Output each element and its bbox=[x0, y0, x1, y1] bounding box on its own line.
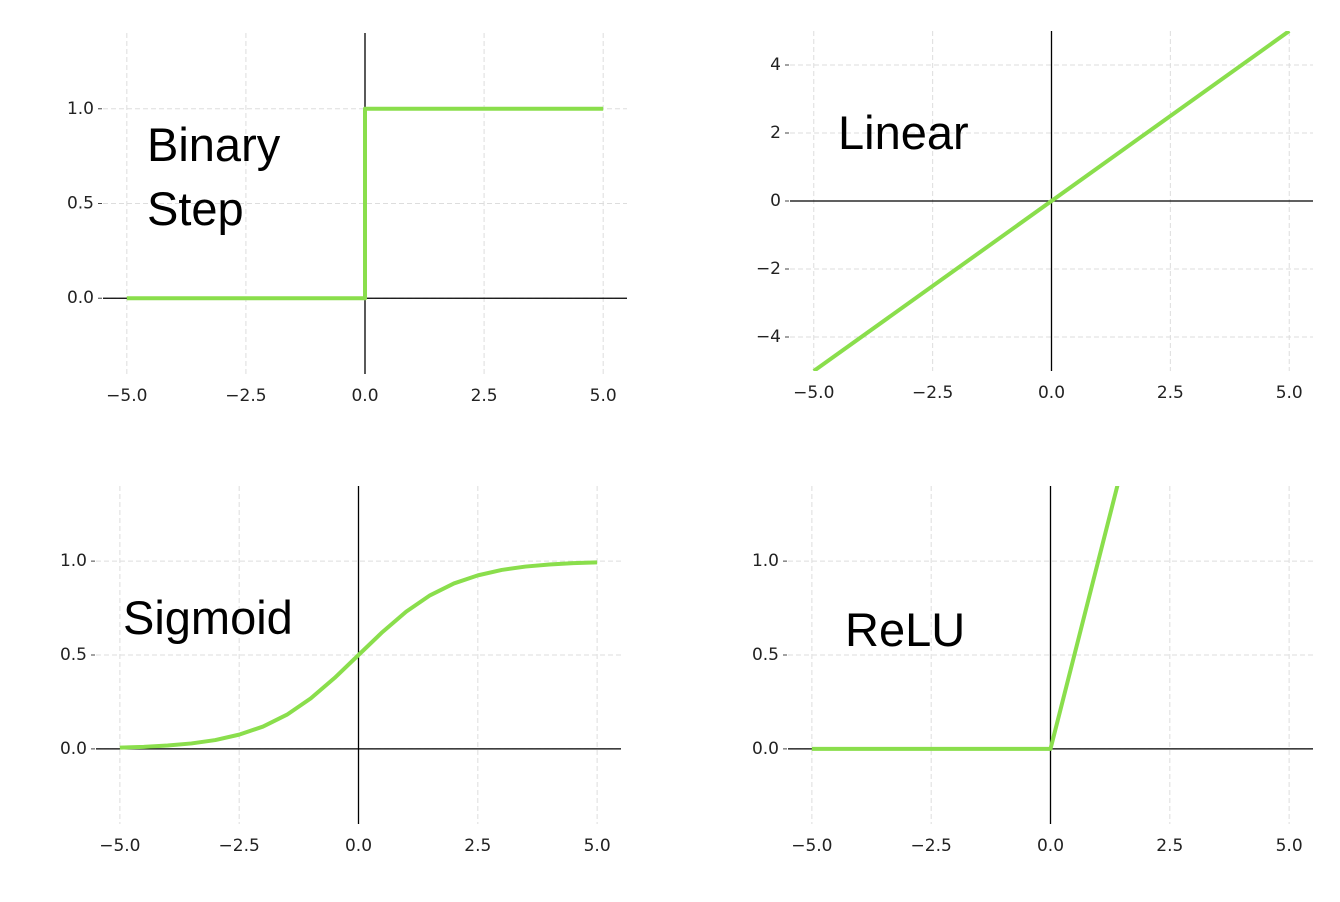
x-tick-label: −5.0 bbox=[791, 836, 832, 856]
x-tick-label: 0.0 bbox=[1038, 383, 1065, 403]
y-tick-label: 0.5 bbox=[752, 645, 779, 665]
y-tick-label: 2 bbox=[770, 123, 781, 143]
x-tick-label: 0.0 bbox=[351, 386, 378, 406]
x-tick-label: 5.0 bbox=[584, 836, 611, 856]
x-tick-label: −5.0 bbox=[793, 383, 834, 403]
y-tick-label: 0.0 bbox=[67, 288, 94, 308]
data-line bbox=[812, 31, 1291, 371]
y-tick-label: 1.0 bbox=[67, 99, 94, 119]
x-tick-label: 5.0 bbox=[1276, 836, 1303, 856]
annotation: Linear bbox=[838, 106, 969, 159]
annotation: ReLU bbox=[845, 603, 966, 656]
x-tick-label: −2.5 bbox=[911, 836, 952, 856]
data-line bbox=[119, 560, 598, 750]
x-tick-label: 2.5 bbox=[1157, 383, 1184, 403]
x-tick-label: 2.5 bbox=[1156, 836, 1183, 856]
annotation: Sigmoid bbox=[123, 591, 293, 644]
y-tick-label: −2 bbox=[756, 259, 781, 279]
y-tick-label: 4 bbox=[770, 55, 781, 75]
x-tick-label: −5.0 bbox=[99, 836, 140, 856]
y-tick-label: 0.5 bbox=[67, 194, 94, 214]
x-tick-label: −2.5 bbox=[225, 386, 266, 406]
y-tick-label: −4 bbox=[756, 327, 781, 347]
x-tick-label: 0.0 bbox=[345, 836, 372, 856]
data-line bbox=[126, 106, 604, 301]
x-tick-label: −2.5 bbox=[912, 383, 953, 403]
x-tick-label: 0.0 bbox=[1037, 836, 1064, 856]
y-tick-label: 0.5 bbox=[60, 645, 87, 665]
annotation: Binary Step bbox=[147, 118, 281, 235]
x-tick-label: −2.5 bbox=[219, 836, 260, 856]
y-tick-label: 0.0 bbox=[60, 739, 87, 759]
x-tick-label: 2.5 bbox=[471, 386, 498, 406]
x-tick-label: 2.5 bbox=[464, 836, 491, 856]
data-line bbox=[811, 486, 1120, 751]
y-tick-label: 0 bbox=[770, 191, 781, 211]
x-tick-label: 5.0 bbox=[590, 386, 617, 406]
y-tick-label: 1.0 bbox=[752, 551, 779, 571]
y-tick-label: 1.0 bbox=[60, 551, 87, 571]
y-tick-label: 0.0 bbox=[752, 739, 779, 759]
x-tick-label: 5.0 bbox=[1276, 383, 1303, 403]
x-tick-label: −5.0 bbox=[106, 386, 147, 406]
